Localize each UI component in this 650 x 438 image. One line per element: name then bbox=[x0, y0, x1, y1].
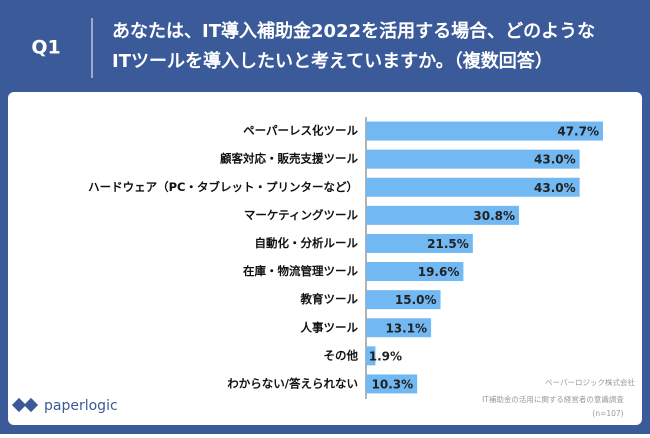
value-label: 43.0% bbox=[534, 153, 576, 167]
panel bbox=[8, 92, 642, 425]
category-label: ハードウェア（PC・タブレット・プリンターなど） bbox=[88, 180, 358, 194]
title-line: あなたは、IT導入補助金2022を活用する場合、どのような bbox=[112, 20, 595, 42]
category-label: マーケティングツール bbox=[244, 208, 359, 222]
value-label: 47.7% bbox=[557, 125, 599, 139]
value-label: 1.9% bbox=[369, 349, 402, 363]
category-label: ペーパーレス化ツール bbox=[243, 124, 358, 138]
title-line: ITツールを導入したいと考えていますか。（複数回答） bbox=[112, 50, 553, 72]
bar bbox=[366, 374, 418, 394]
source: ペーパーロジック株式会社 bbox=[545, 377, 635, 387]
bar bbox=[366, 149, 580, 169]
category-label: 教育ツール bbox=[300, 292, 359, 306]
bar bbox=[366, 262, 464, 282]
bar bbox=[366, 177, 580, 197]
question-number: Q1 bbox=[31, 37, 60, 59]
bar bbox=[366, 346, 376, 366]
value-label: 15.0% bbox=[395, 293, 437, 307]
logo: paperlogic bbox=[11, 397, 118, 414]
category-label: その他 bbox=[324, 348, 359, 362]
value-label: 10.3% bbox=[372, 377, 414, 391]
logo-text: paperlogic bbox=[44, 398, 118, 414]
bar bbox=[366, 121, 603, 141]
category-label: 自動化・分析ルール bbox=[255, 236, 359, 250]
value-label: 21.5% bbox=[427, 237, 469, 251]
logo-mark bbox=[11, 397, 27, 413]
bar bbox=[366, 318, 432, 338]
source: IT補助金の活用に関する経営者の意識調査 bbox=[482, 394, 624, 404]
bar bbox=[366, 233, 473, 253]
bar bbox=[366, 205, 520, 225]
value-label: 19.6% bbox=[418, 265, 460, 279]
value-label: 43.0% bbox=[534, 181, 576, 195]
category-label: わからない/答えられない bbox=[227, 376, 358, 390]
category-label: 在庫・物流管理ツール bbox=[243, 264, 358, 278]
category-label: 人事ツール bbox=[301, 320, 359, 334]
bar bbox=[366, 290, 441, 310]
category-label: 顧客対応・販売支援ツール bbox=[220, 152, 358, 166]
value-label: 30.8% bbox=[473, 209, 515, 223]
source: (n=107) bbox=[592, 409, 623, 418]
value-label: 13.1% bbox=[385, 321, 427, 335]
logo-mark bbox=[23, 397, 39, 413]
